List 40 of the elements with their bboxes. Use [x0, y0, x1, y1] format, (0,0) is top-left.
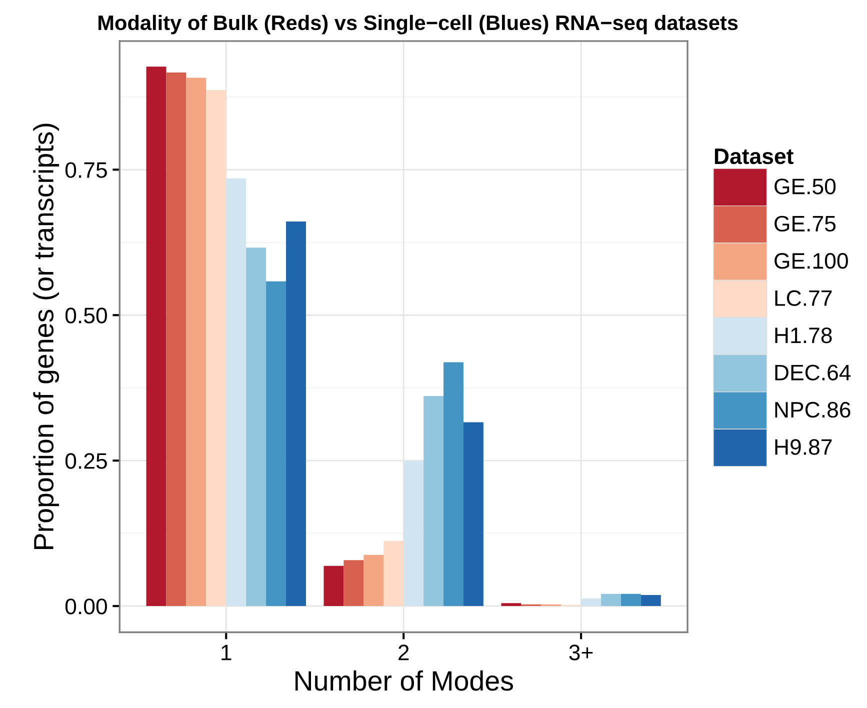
y-tick-label: 0.00 [65, 598, 107, 614]
bar [581, 598, 602, 606]
bar [146, 66, 166, 606]
bar [324, 566, 344, 606]
x-tick-label: 1 [222, 644, 232, 660]
bar [404, 460, 424, 606]
chart-title: Modality of Bulk (Reds) vs Single−cell (Blues) RNA−seq datasets [98, 14, 738, 34]
legend-label: GE.100 [774, 253, 848, 269]
bar [286, 221, 306, 606]
bar [501, 603, 522, 606]
legend-label: DEC.64 [775, 364, 851, 380]
bar [364, 554, 384, 606]
x-axis-title: Number of Modes [295, 670, 513, 691]
legend-label: GE.50 [774, 178, 836, 194]
bar [344, 560, 364, 606]
bar [444, 362, 464, 606]
bar [424, 396, 444, 606]
bar [226, 178, 246, 606]
y-tick-label: 0.25 [65, 453, 107, 469]
bar [266, 281, 286, 606]
legend-label: H9.87 [775, 439, 832, 455]
legend-label: NPC.86 [775, 402, 850, 418]
y-tick-label: 0.75 [65, 162, 107, 178]
bar [601, 594, 621, 606]
bar [384, 540, 404, 606]
legend-label: H1.78 [775, 327, 832, 344]
bar [206, 90, 226, 606]
x-tick-label: 3+ [569, 644, 593, 660]
bar [166, 72, 186, 606]
bar [246, 248, 266, 606]
bar [463, 422, 484, 606]
legend-label: GE.75 [774, 216, 836, 232]
y-axis-title: Proportion of genes (or transcripts) [33, 124, 60, 549]
bar [640, 595, 661, 606]
x-tick-label: 2 [398, 644, 409, 660]
bar [620, 594, 641, 606]
y-tick-label: 0.50 [65, 308, 107, 324]
bar [186, 78, 206, 606]
legend-label: LC.77 [775, 290, 832, 306]
legend-title: Dataset [714, 148, 794, 164]
